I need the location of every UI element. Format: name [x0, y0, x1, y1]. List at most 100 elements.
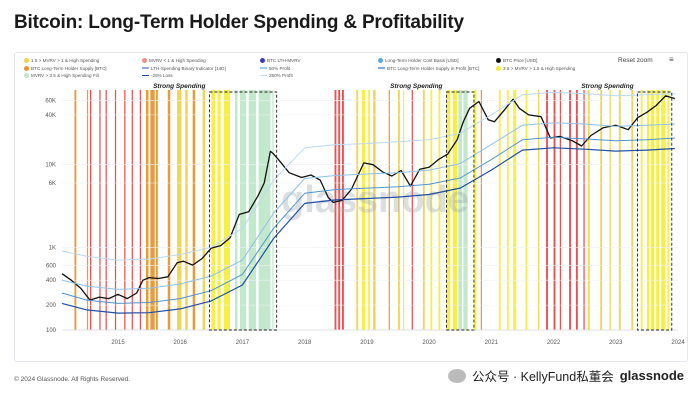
- legend-label: BTC LTH-MVRV: [267, 58, 301, 63]
- legend-swatch: [142, 58, 147, 63]
- x-tick-label: 2024: [671, 340, 685, 346]
- wechat-icon: [448, 368, 466, 383]
- wechat-account-text: 公众号 · KellyFund私董会: [472, 370, 614, 384]
- spending-band: [640, 90, 643, 330]
- spending-band: [546, 90, 548, 330]
- legend-item[interactable]: BTC Price [USD]: [496, 58, 537, 63]
- chart-panel: [14, 52, 688, 362]
- legend-item[interactable]: BTC LTH-MVRV: [260, 58, 301, 63]
- spending-band: [334, 90, 337, 330]
- legend-swatch: [260, 74, 267, 77]
- spending-band: [513, 90, 517, 330]
- legend-label: 250% Profit: [269, 73, 293, 78]
- legend-swatch: [378, 58, 383, 63]
- spending-band: [272, 90, 274, 330]
- spending-band: [177, 90, 182, 330]
- spending-band: [239, 90, 247, 330]
- strong-spending-label: Strong Spending: [581, 83, 633, 90]
- x-tick-label: 2023: [609, 340, 623, 346]
- spending-band: [105, 90, 107, 330]
- series-line: [61, 147, 675, 314]
- strong-spending-box: [446, 91, 475, 331]
- spending-band: [569, 90, 571, 330]
- y-tick-label: 40K: [45, 113, 56, 119]
- spending-band: [452, 90, 458, 330]
- legend-item[interactable]: BTC Long-Term Holder Supply [BTC]: [24, 65, 107, 71]
- strong-spending-label: Strong Spending: [390, 83, 442, 90]
- legend-item[interactable]: 50% Profit: [260, 66, 290, 71]
- legend-label: BTC Long-Term Holder Supply in Profit [B…: [387, 65, 480, 71]
- spending-band: [473, 90, 477, 330]
- spending-band: [600, 90, 603, 330]
- legend-label: MVRV < 1 & High Spending: [149, 58, 206, 63]
- spending-band: [661, 90, 666, 330]
- legend-label: -25% Loss: [151, 73, 173, 78]
- spending-band: [368, 90, 370, 330]
- spending-band: [398, 90, 400, 330]
- y-tick-label: 600: [46, 264, 57, 270]
- y-tick-label: 100: [46, 328, 57, 334]
- spending-band: [146, 90, 149, 330]
- strong-spending-box: [637, 91, 673, 331]
- spending-band: [342, 90, 344, 330]
- legend-swatch: [378, 67, 385, 69]
- legend-item[interactable]: BTC Long-Term Holder Supply in Profit [B…: [378, 66, 479, 71]
- hamburger-menu-icon[interactable]: ≡: [669, 55, 674, 64]
- legend-label: 3.5 > MVRV > 1.5 & High Spending: [503, 65, 576, 71]
- glassnode-logo-text: glassnode: [619, 368, 684, 383]
- spending-band: [422, 90, 425, 330]
- x-tick-label: 2019: [360, 340, 374, 346]
- legend-item[interactable]: 250% Profit: [260, 73, 293, 78]
- spending-band: [402, 90, 405, 330]
- spending-band: [90, 90, 92, 330]
- reset-zoom-button[interactable]: Reset zoom: [618, 57, 653, 64]
- legend-item[interactable]: 3.5 > MVRV > 1.5 & High Spending: [496, 65, 576, 71]
- legend-item[interactable]: 1.5 > MVRV > 1 & High Spending: [24, 58, 99, 63]
- legend-label: LTH-Spending Binary Indicator [14D]: [151, 65, 226, 71]
- spending-band: [258, 90, 271, 330]
- spending-band: [131, 90, 133, 330]
- spending-band: [114, 90, 117, 330]
- y-tick-label: 10K: [45, 163, 56, 169]
- spending-band: [155, 90, 158, 330]
- spending-band: [338, 90, 341, 330]
- spending-band: [538, 90, 540, 330]
- spending-band: [167, 90, 171, 330]
- y-tick-label: 1K: [49, 245, 56, 251]
- legend-swatch: [24, 73, 29, 78]
- spending-band: [86, 90, 89, 330]
- legend-swatch: [142, 67, 149, 69]
- series-line: [61, 136, 675, 304]
- spending-band: [583, 90, 585, 330]
- x-tick-label: 2021: [485, 340, 499, 346]
- spending-band: [559, 90, 562, 330]
- x-tick-label: 2022: [547, 340, 561, 346]
- legend-swatch: [496, 65, 501, 71]
- spending-band: [446, 90, 451, 330]
- glassnode-watermark: glassnode: [281, 179, 469, 221]
- spending-band: [458, 90, 463, 330]
- spending-band: [525, 90, 528, 330]
- legend-swatch: [496, 58, 501, 63]
- legend-item[interactable]: MVRV > 3.5 & High Spending Fill: [24, 73, 99, 78]
- legend-label: 1.5 > MVRV > 1 & High Spending: [31, 58, 100, 63]
- y-tick-label: 200: [46, 303, 57, 309]
- legend-swatch: [260, 58, 265, 63]
- legend-item[interactable]: Long-Term Holder Cost Basis [USD]: [378, 58, 459, 63]
- spending-band: [234, 90, 238, 330]
- spending-band: [139, 90, 142, 330]
- series-line: [61, 91, 675, 261]
- legend-item[interactable]: -25% Loss: [142, 73, 173, 78]
- y-tick-label: 400: [46, 278, 57, 284]
- legend-label: Long-Term Holder Cost Basis [USD]: [385, 58, 459, 63]
- spending-band: [575, 90, 578, 330]
- legend-item[interactable]: LTH-Spending Binary Indicator [14D]: [142, 66, 226, 71]
- x-tick-label: 2020: [422, 340, 436, 346]
- spending-band: [202, 90, 206, 330]
- legend-item[interactable]: MVRV < 1 & High Spending: [142, 58, 206, 63]
- x-tick-label: 2017: [236, 340, 250, 346]
- strong-spending-label: Strong Spending: [153, 83, 205, 90]
- x-tick-label: 2015: [111, 340, 125, 346]
- spending-band: [211, 90, 216, 330]
